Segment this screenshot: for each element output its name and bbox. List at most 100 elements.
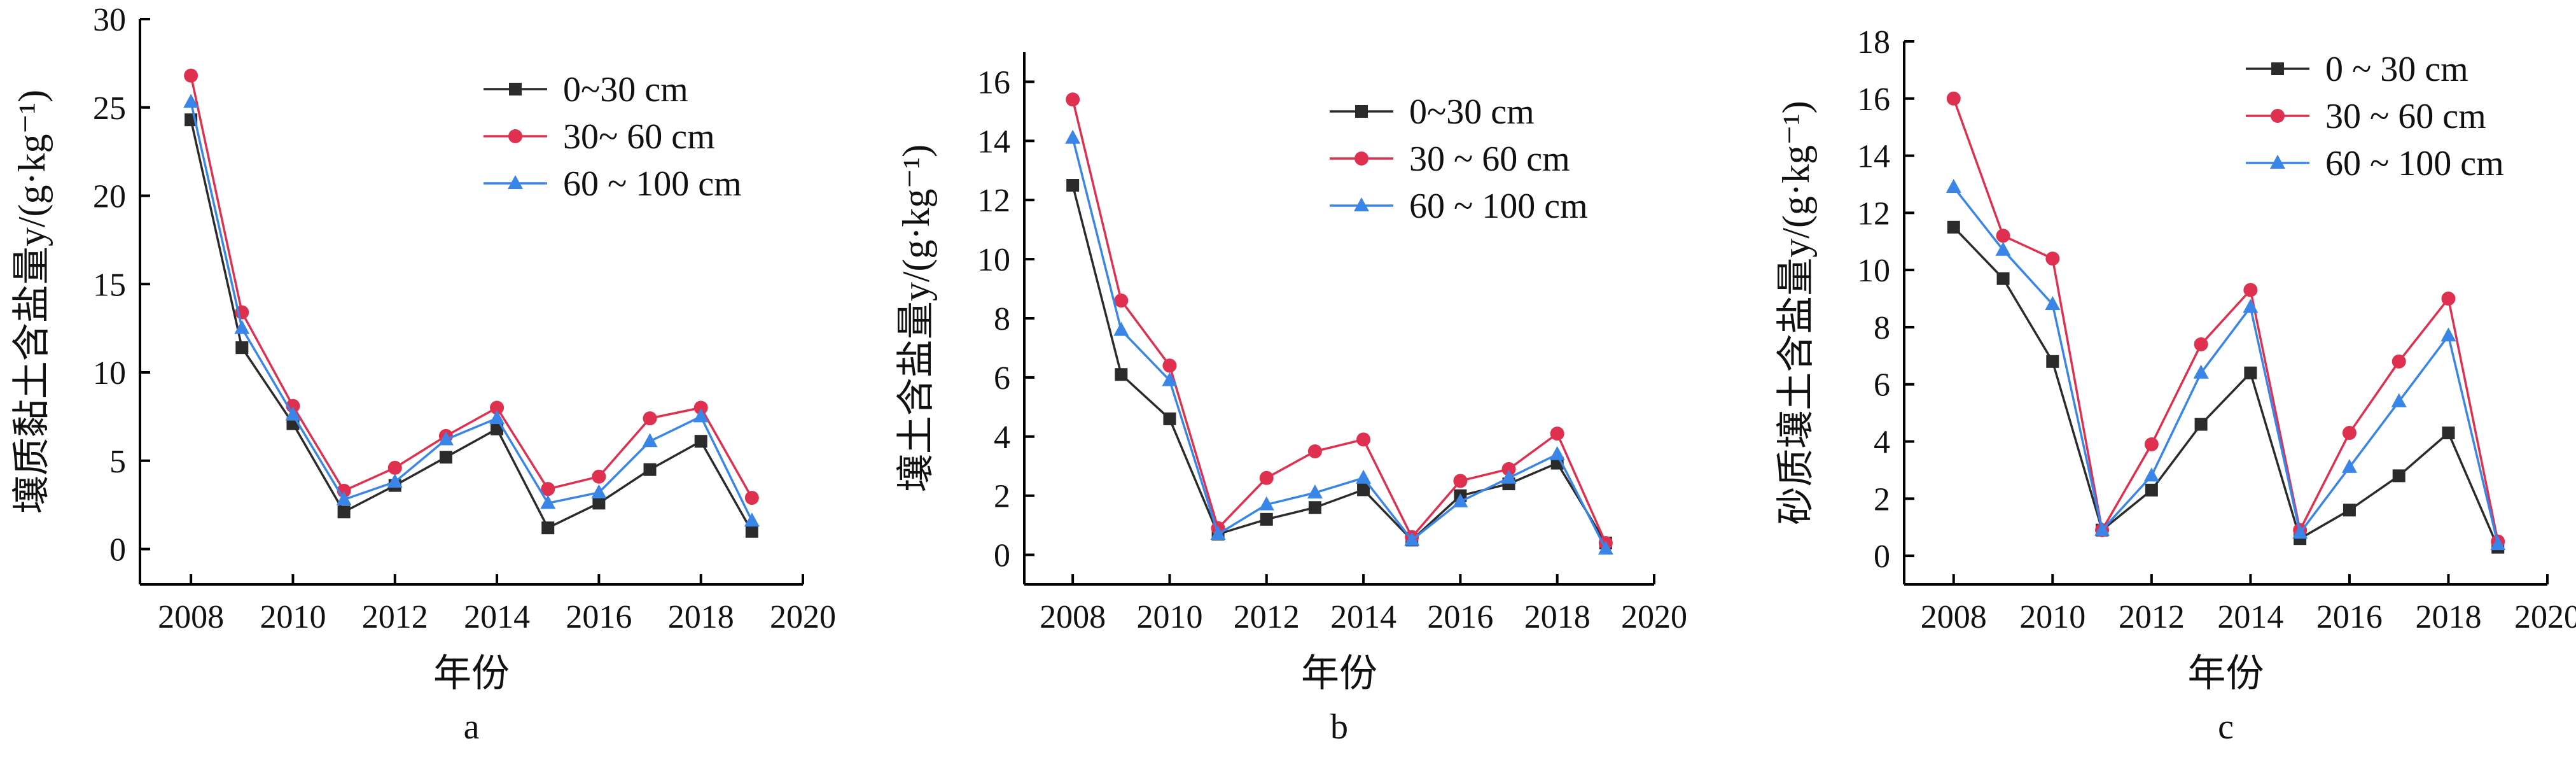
data-point xyxy=(2441,292,2456,306)
x-tick-label: 2014 xyxy=(2217,599,2283,635)
legend-marker xyxy=(1355,105,1368,118)
y-tick-label: 15 xyxy=(93,267,126,303)
data-point xyxy=(1452,493,1468,507)
data-point xyxy=(2094,521,2110,536)
series-series_60_100 xyxy=(183,94,760,527)
y-tick-label: 16 xyxy=(977,64,1010,101)
data-point xyxy=(1357,483,1370,497)
data-point xyxy=(540,495,556,509)
legend-label: 60 ~ 100 cm xyxy=(1409,187,1588,226)
data-point xyxy=(2045,251,2060,266)
x-tick-label: 2014 xyxy=(1330,599,1396,635)
legend-marker xyxy=(508,129,522,143)
panel-letter: b xyxy=(1330,707,1348,747)
legend-label: 30 ~ 60 cm xyxy=(2325,97,2486,136)
x-tick-label: 2012 xyxy=(362,599,428,635)
series-line xyxy=(1953,98,2499,542)
y-tick-label: 30 xyxy=(93,2,126,38)
legend-marker xyxy=(508,175,523,189)
data-point xyxy=(1356,469,1372,484)
series-line xyxy=(1071,185,1607,544)
data-point xyxy=(2243,283,2258,297)
y-tick-label: 10 xyxy=(1857,253,1890,289)
data-point xyxy=(541,521,555,535)
data-point xyxy=(2442,427,2455,440)
data-point xyxy=(1947,220,1960,234)
y-tick-label: 20 xyxy=(93,179,126,215)
x-axis-title: 年份 xyxy=(2188,653,2264,695)
data-point xyxy=(1598,540,1613,555)
data-point xyxy=(694,435,707,448)
data-point xyxy=(285,406,301,421)
legend: 0 ~ 30 cm 30 ~ 60 cm 60 ~ 100 cm xyxy=(2246,50,2504,183)
y-tick-label: 0 xyxy=(109,532,126,568)
data-point xyxy=(438,431,454,446)
series-series_60_100 xyxy=(1065,129,1613,555)
series-line xyxy=(1071,138,1607,550)
data-point xyxy=(1307,444,1322,458)
data-point xyxy=(2341,458,2357,473)
data-point xyxy=(1356,432,1371,447)
y-tick-label: 0 xyxy=(1874,539,1890,575)
data-point xyxy=(1162,372,1178,386)
x-tick-label: 2016 xyxy=(566,599,632,635)
chart-panel-c: 0 2 4 6 8 10 12 14 16 18 2008 2010 2012 2014 2016 2018 2… xyxy=(1775,24,2576,747)
data-point xyxy=(1066,92,1080,107)
data-point xyxy=(387,474,403,488)
data-point xyxy=(592,497,606,510)
data-point xyxy=(1996,229,2010,243)
legend-label: 0 ~ 30 cm xyxy=(2325,50,2468,89)
legend-marker xyxy=(1354,197,1369,211)
x-tick-label: 2010 xyxy=(260,599,326,635)
data-point xyxy=(2392,354,2406,369)
y-tick-label: 6 xyxy=(1874,367,1890,404)
series-series_0_30 xyxy=(1947,220,2505,554)
x-tick-label: 2018 xyxy=(1524,599,1591,635)
y-tick-label: 5 xyxy=(109,444,126,480)
data-point xyxy=(1307,484,1323,499)
chart-panel-b: 0 2 4 6 8 10 12 14 16 2008 2010 2012 2014 2016 2018 202… xyxy=(895,52,1687,747)
y-tick-label: 14 xyxy=(977,123,1010,160)
y-tick-label: 10 xyxy=(93,355,126,392)
y-tick-label: 16 xyxy=(1857,81,1890,118)
data-point xyxy=(2343,504,2356,517)
data-point xyxy=(1162,358,1177,373)
legend-label: 30~ 60 cm xyxy=(563,117,715,157)
data-point xyxy=(439,451,452,464)
y-tick-label: 18 xyxy=(1857,24,1890,60)
data-point xyxy=(489,410,505,425)
series-line xyxy=(190,102,753,521)
data-point xyxy=(591,484,607,498)
chart-panel-a: 0 5 10 15 20 25 30 2008 2010 2012 2014 2016 2018 2020… xyxy=(11,2,836,747)
legend-label: 30 ~ 60 cm xyxy=(1409,139,1570,179)
data-point xyxy=(2145,483,2158,497)
legend-marker xyxy=(2271,109,2285,123)
data-point xyxy=(2046,355,2059,368)
data-point xyxy=(1114,293,1129,308)
x-tick-label: 2020 xyxy=(770,599,836,635)
y-axis-title: 壤质黏土含盐量y/(g·kg⁻¹) xyxy=(11,90,53,514)
series-series_0_30 xyxy=(1066,179,1612,549)
y-tick-label: 4 xyxy=(994,420,1010,456)
legend-marker xyxy=(1354,152,1368,166)
series-line xyxy=(190,119,753,532)
data-point xyxy=(1259,470,1274,485)
data-point xyxy=(490,400,505,415)
legend-label: 0~30 cm xyxy=(563,70,688,109)
data-point xyxy=(183,94,199,108)
legend-marker xyxy=(509,83,522,95)
series-line xyxy=(1071,99,1607,544)
data-point xyxy=(2292,525,2308,539)
x-tick-label: 2008 xyxy=(1921,599,1987,635)
x-tick-label: 2010 xyxy=(1136,599,1202,635)
legend: 0~30 cm 30~ 60 cm 60 ~ 100 cm xyxy=(484,70,742,204)
data-point xyxy=(2392,469,2405,483)
data-point xyxy=(2440,327,2456,342)
x-tick-label: 2008 xyxy=(1040,599,1106,635)
x-tick-label: 2012 xyxy=(2119,599,2185,635)
series-line xyxy=(1953,226,2499,548)
data-point xyxy=(336,491,352,505)
x-axis-title: 年份 xyxy=(1301,653,1377,695)
x-tick-label: 2018 xyxy=(2415,599,2481,635)
legend-label: 60 ~ 100 cm xyxy=(563,164,742,204)
